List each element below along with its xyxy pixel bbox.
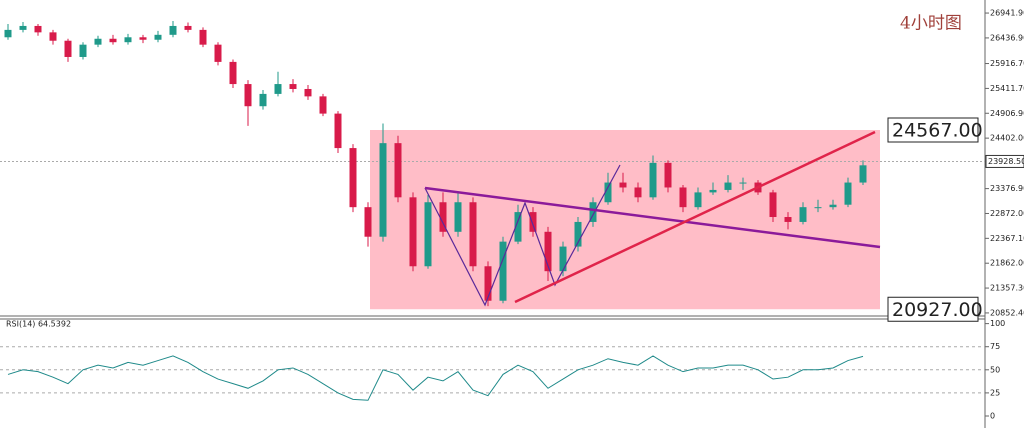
y-tick-label: 100 <box>990 319 1005 328</box>
candle-body <box>4 29 12 38</box>
rsi-line <box>7 355 864 401</box>
candle-body <box>829 204 837 208</box>
candle-body <box>529 212 537 232</box>
candle-body <box>184 25 192 30</box>
candle-body <box>454 202 462 232</box>
candle-body <box>844 182 852 205</box>
trend-line <box>514 130 876 304</box>
candle-body <box>349 148 357 208</box>
candle-body <box>34 25 42 33</box>
candle-body <box>469 202 477 267</box>
candle-body <box>799 207 807 222</box>
rsi-panel: 100 75 50 25 0 <box>0 319 1005 420</box>
chart-title: 4小时图 <box>900 14 962 34</box>
candle-body <box>79 44 87 57</box>
candle-body <box>544 231 552 272</box>
candle-body <box>724 182 732 190</box>
candle-body <box>739 182 747 184</box>
level-box <box>887 296 979 322</box>
candle-body <box>409 197 417 267</box>
zigzag-pattern <box>424 164 621 307</box>
candle-body <box>379 143 387 237</box>
candle-body <box>694 192 702 208</box>
candle-body <box>214 44 222 62</box>
candle-body <box>139 37 147 40</box>
level-label: 24567.00 <box>892 120 983 142</box>
candle-body <box>169 25 177 35</box>
indicator-label: RSI(14) 64.5392 <box>6 320 71 329</box>
candle-body <box>664 162 672 188</box>
candle-body <box>769 192 777 218</box>
candle-body <box>289 84 297 89</box>
y-tick-label: 24906.90 <box>990 109 1024 118</box>
candle-body <box>559 246 567 272</box>
candle-body <box>109 38 117 43</box>
candle-body <box>709 189 717 193</box>
trend-line <box>424 186 881 249</box>
y-tick-label: 26436.90 <box>990 33 1024 42</box>
candle-body <box>19 25 27 30</box>
y-tick-label: 26941.90 <box>990 9 1024 18</box>
y-tick-label: 50 <box>990 365 1000 374</box>
candle-body <box>244 84 252 107</box>
candle-body <box>259 93 267 107</box>
candle-body <box>364 207 372 237</box>
candle-body <box>679 187 687 208</box>
candle-body <box>319 96 327 114</box>
candle-body <box>49 32 57 41</box>
y-tick-label: 24402.00 <box>990 134 1024 143</box>
candle-body <box>574 221 582 247</box>
candle-body <box>484 266 492 301</box>
y-tick-label: 75 <box>990 342 1000 351</box>
candle-body <box>334 113 342 149</box>
y-tick-label: 0 <box>990 411 995 420</box>
level-label: 20927.00 <box>892 299 983 321</box>
candle-body <box>649 162 657 198</box>
candle-body <box>439 202 447 232</box>
candle-body <box>859 165 867 183</box>
candle-body <box>604 182 612 203</box>
candle-body <box>304 88 312 97</box>
y-tick-label: 22367.10 <box>990 234 1024 243</box>
candle-body <box>499 241 507 301</box>
last-price-label: 23928.50 <box>988 157 1024 166</box>
candle-body <box>229 61 237 85</box>
candle-body <box>619 182 627 188</box>
candle-body <box>124 37 132 43</box>
main-panel: 26941.90 26436.90 25916.70 25411.70 24906.90… <box>0 9 1024 322</box>
candle-body <box>589 202 597 222</box>
y-tick-label: 21357.30 <box>990 284 1024 293</box>
candle-body <box>814 207 822 209</box>
y-tick-label: 21862.00 <box>990 259 1024 268</box>
y-tick-label: 22872.00 <box>990 209 1024 218</box>
y-tick-label: 20852.40 <box>990 308 1024 317</box>
candle-body <box>154 34 162 40</box>
candle-body <box>394 143 402 198</box>
level-box <box>887 117 979 143</box>
candle-body <box>634 187 642 198</box>
y-tick-label: 23376.90 <box>990 184 1024 193</box>
candle-body <box>64 40 72 57</box>
y-tick-label: 25 <box>990 388 1000 397</box>
y-tick-label: 25916.70 <box>990 59 1024 68</box>
last-price-box <box>985 154 1024 168</box>
candle-body <box>514 212 522 242</box>
y-tick-label: 25411.70 <box>990 84 1024 93</box>
candle-body <box>424 202 432 267</box>
candle-body <box>94 38 102 45</box>
annotations <box>424 130 881 307</box>
candle-body <box>199 29 207 45</box>
candle-body <box>274 84 282 94</box>
candle-body <box>784 217 792 222</box>
